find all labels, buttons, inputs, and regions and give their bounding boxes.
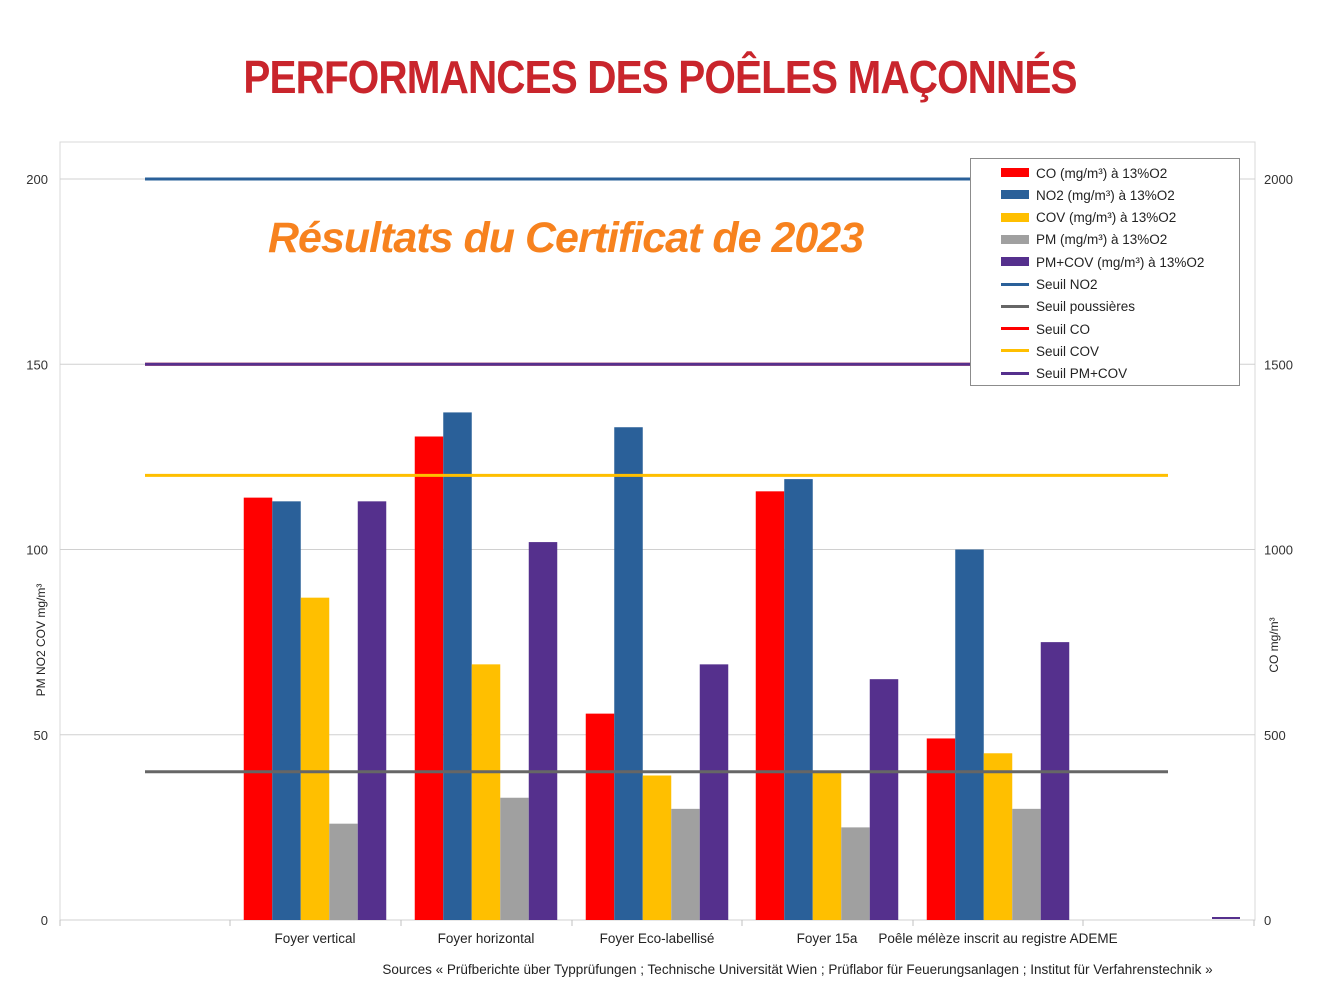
x-tick-label: Foyer 15a bbox=[797, 931, 858, 946]
chart-legend: CO (mg/m³) à 13%O2 NO2 (mg/m³) à 13%O2 COV… bbox=[970, 158, 1240, 386]
bar bbox=[500, 797, 529, 920]
bar bbox=[414, 436, 444, 920]
bar bbox=[812, 771, 842, 920]
legend-label: Seuil COV bbox=[1036, 343, 1100, 359]
legend-label: COV (mg/m³) à 13%O2 bbox=[1036, 210, 1177, 226]
bar bbox=[585, 713, 615, 920]
y-tick-label: 200 bbox=[26, 172, 48, 187]
y2-tick-label: 500 bbox=[1264, 728, 1286, 743]
bar bbox=[272, 501, 301, 920]
y2-tick-label: 2000 bbox=[1264, 172, 1293, 187]
bar bbox=[926, 738, 956, 920]
bar bbox=[671, 808, 700, 920]
y2-tick-label: 1500 bbox=[1264, 357, 1293, 372]
legend-swatch bbox=[1001, 168, 1029, 177]
bar bbox=[755, 491, 785, 920]
bar bbox=[243, 497, 273, 920]
y2-tick-label: 0 bbox=[1264, 913, 1271, 928]
bar bbox=[357, 501, 387, 920]
legend-label: Seuil NO2 bbox=[1036, 277, 1098, 292]
bar bbox=[955, 549, 984, 920]
sources-note: Sources « Prüfberichte über Typprüfungen… bbox=[382, 962, 1213, 977]
legend-line-swatch bbox=[1001, 349, 1029, 353]
bar bbox=[1040, 642, 1070, 920]
x-tick-label: Poêle mélèze inscrit au registre ADEME bbox=[878, 931, 1117, 946]
y-tick-label: 0 bbox=[41, 913, 48, 928]
bar bbox=[869, 679, 899, 920]
y2-axis-label: CO mg/m³ bbox=[1267, 617, 1281, 672]
legend-label: PM+COV (mg/m³) à 13%O2 bbox=[1036, 254, 1205, 270]
legend-label: Seuil PM+COV bbox=[1036, 366, 1128, 382]
y-tick-label: 50 bbox=[34, 728, 48, 743]
bar bbox=[329, 823, 358, 920]
bar bbox=[471, 664, 501, 920]
bar bbox=[983, 753, 1013, 920]
bar bbox=[841, 827, 870, 920]
chart-subtitle: Résultats du Certificat de 2023 bbox=[268, 214, 864, 262]
bar bbox=[784, 479, 813, 920]
bar bbox=[699, 664, 729, 920]
y-tick-label: 150 bbox=[26, 357, 48, 372]
legend-swatch bbox=[1001, 257, 1029, 267]
legend-label: NO2 (mg/m³) à 13%O2 bbox=[1036, 187, 1175, 203]
legend-line-swatch bbox=[1001, 371, 1029, 375]
legend-line-swatch bbox=[1001, 282, 1029, 286]
y2-tick-label: 1000 bbox=[1264, 543, 1293, 558]
bar bbox=[1012, 808, 1041, 920]
bar bbox=[528, 542, 558, 920]
x-tick-label: Foyer Eco-labellisé bbox=[600, 931, 715, 946]
legend-label: Seuil CO bbox=[1036, 321, 1091, 337]
x-tick-label: Foyer horizontal bbox=[438, 931, 535, 946]
x-tick-label: Foyer vertical bbox=[274, 931, 355, 946]
bar bbox=[443, 412, 472, 920]
y-axis-label: PM NO2 COV mg/m³ bbox=[34, 584, 48, 697]
legend-line-swatch bbox=[1001, 304, 1029, 308]
bar bbox=[300, 597, 330, 920]
legend-swatch bbox=[1001, 190, 1029, 200]
legend-swatch bbox=[1001, 234, 1029, 244]
legend-label: CO (mg/m³) à 13%O2 bbox=[1036, 165, 1168, 181]
legend-label: PM (mg/m³) à 13%O2 bbox=[1036, 232, 1168, 248]
bar bbox=[642, 775, 672, 920]
legend-swatch bbox=[1001, 212, 1029, 222]
bar bbox=[614, 427, 643, 920]
y-tick-label: 100 bbox=[26, 543, 48, 558]
legend-label: Seuil poussières bbox=[1036, 299, 1136, 315]
legend-line-swatch bbox=[1001, 327, 1029, 331]
page-title: PERFORMANCES DES POÊLES MAÇONNÉS bbox=[243, 51, 1077, 103]
